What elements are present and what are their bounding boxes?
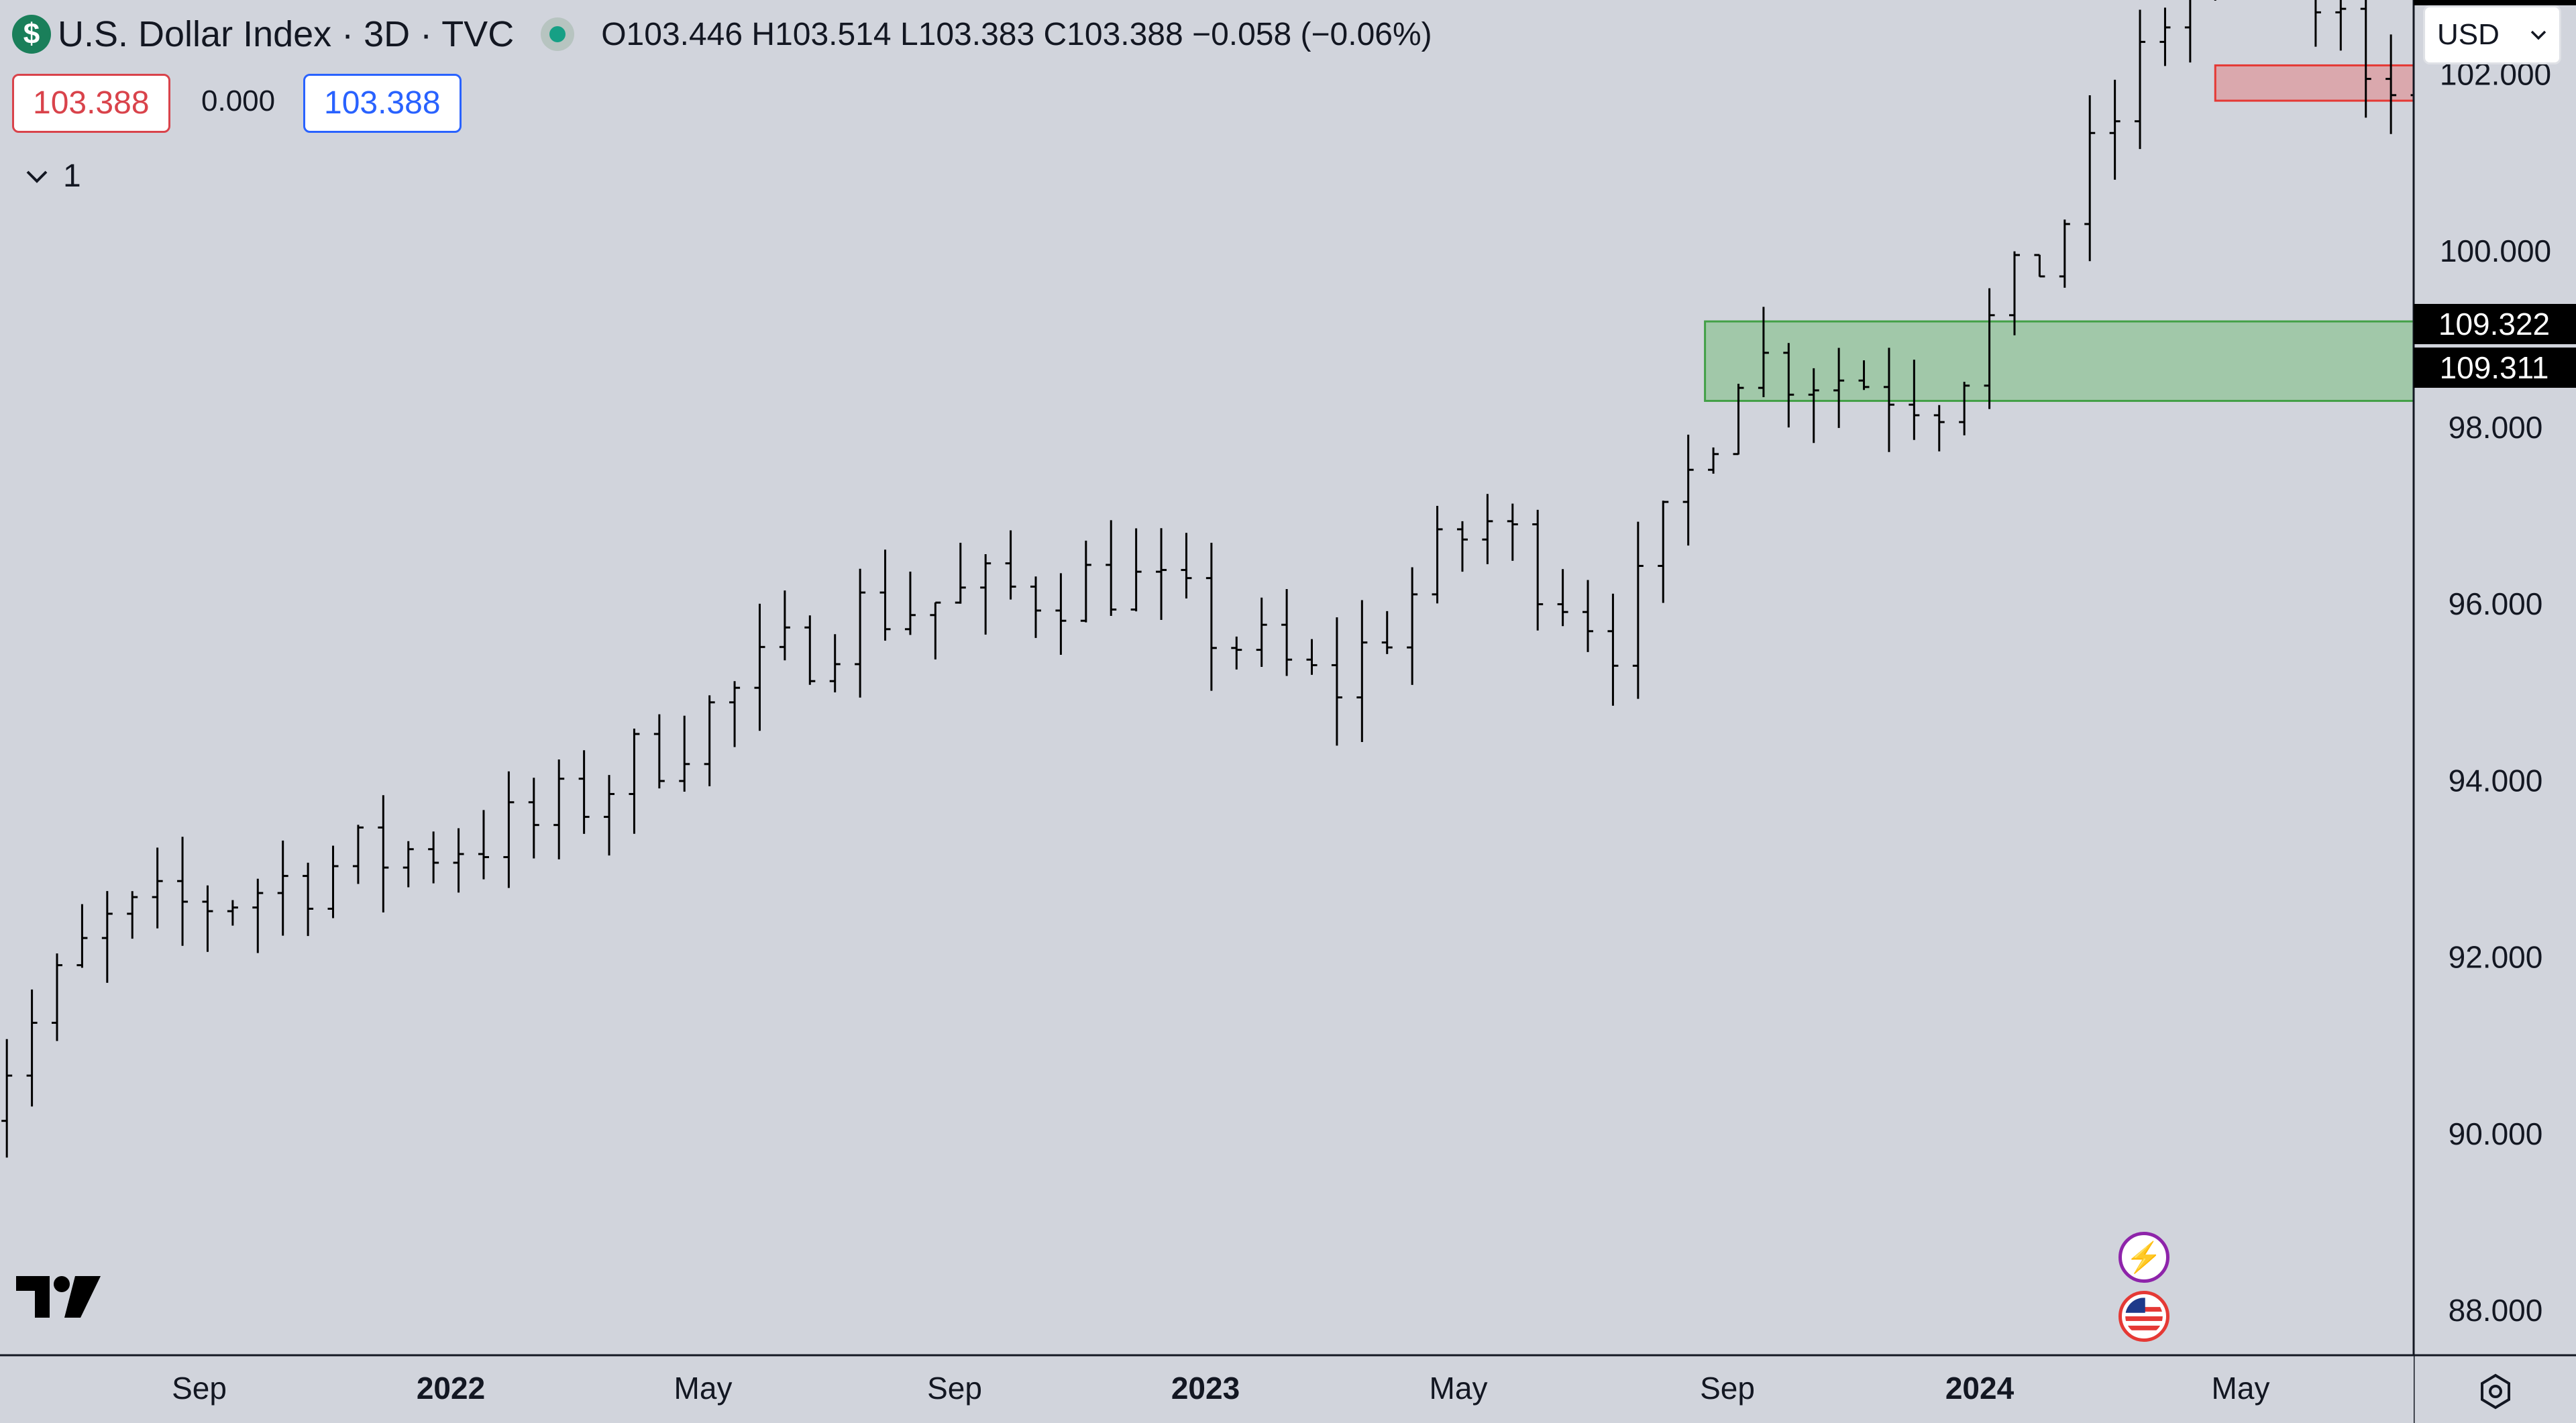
close-label: C (1043, 16, 1067, 52)
settings-gear-icon[interactable] (2477, 1373, 2514, 1410)
chevron-down-icon (26, 170, 48, 183)
spread-value: 0.000 (201, 85, 276, 117)
indicators-toggle[interactable]: 1 (25, 158, 81, 195)
tradingview-logo-icon[interactable] (16, 1268, 103, 1322)
price-label-line: 109.311 (2440, 350, 2549, 385)
low-label: L (900, 16, 918, 52)
price-tick-label: 94.000 (2449, 763, 2543, 798)
lightning-icon[interactable]: ⚡ (2118, 1232, 2169, 1283)
bar-countdown-label: 2d 16h (2439, 0, 2530, 2)
low-value: 103.383 (918, 16, 1035, 52)
price-label-high: 109.322 (2438, 307, 2550, 341)
time-tick-label: May (674, 1371, 733, 1406)
time-tick-label: May (1430, 1371, 1488, 1406)
time-axis[interactable]: Sep 2022 May Sep 2023 May Sep 2024 May (0, 1354, 2576, 1423)
ohlc-bars (1, 0, 2467, 1158)
us-flag-icon[interactable] (2118, 1291, 2169, 1342)
price-tick-label: 92.000 (2449, 940, 2543, 975)
price-label-high-bg (2414, 304, 2576, 344)
market-status-icon[interactable] (541, 17, 575, 51)
price-tick-label: 98.000 (2449, 410, 2543, 445)
time-tick-label: 2022 (417, 1371, 485, 1406)
time-axis-bg (0, 1355, 2414, 1423)
currency-select[interactable]: USD (2423, 5, 2561, 64)
open-value: 103.446 (626, 16, 743, 52)
open-label: O (601, 16, 627, 52)
indicator-count: 1 (63, 158, 81, 194)
symbol-title[interactable]: U.S. Dollar Index · 3D · TVC (58, 14, 515, 54)
price-tick-label: 90.000 (2449, 1116, 2543, 1151)
time-tick-label: May (2212, 1371, 2270, 1406)
time-tick-label: 2023 (1171, 1371, 1240, 1406)
symbol-header[interactable]: $ U.S. Dollar Index · 3D · TVC O103.446 … (12, 8, 1432, 60)
last-price-label-bg (2414, 0, 2576, 5)
close-value: 103.388 (1067, 16, 1183, 52)
time-tick-label: Sep (172, 1371, 227, 1406)
sell-button[interactable]: 103.388 (12, 74, 170, 133)
ohlc-values: O103.446 H103.514 L103.383 C103.388 −0.0… (601, 16, 1432, 53)
time-tick-label: Sep (1700, 1371, 1755, 1406)
price-tick-label: 88.000 (2449, 1293, 2543, 1328)
price-axis[interactable]: 88.000 90.000 92.000 94.000 96.000 98.000 100.… (2412, 0, 2576, 1423)
price-tick-label: 96.000 (2449, 586, 2543, 621)
currency-label: USD (2437, 18, 2500, 51)
change-value: −0.058 (−0.06%) (1192, 16, 1432, 52)
time-tick-label: Sep (927, 1371, 982, 1406)
price-axis-bg (2414, 0, 2576, 1423)
price-tick-label: 100.000 (2440, 233, 2551, 268)
buy-button[interactable]: 103.388 (303, 74, 462, 133)
dollar-icon: $ (12, 15, 51, 54)
price-label-line-bg (2414, 348, 2576, 388)
high-label: H (751, 16, 775, 52)
time-tick-label: 2024 (1945, 1371, 2015, 1406)
chevron-down-icon (2530, 30, 2546, 40)
high-value: 103.514 (775, 16, 892, 52)
